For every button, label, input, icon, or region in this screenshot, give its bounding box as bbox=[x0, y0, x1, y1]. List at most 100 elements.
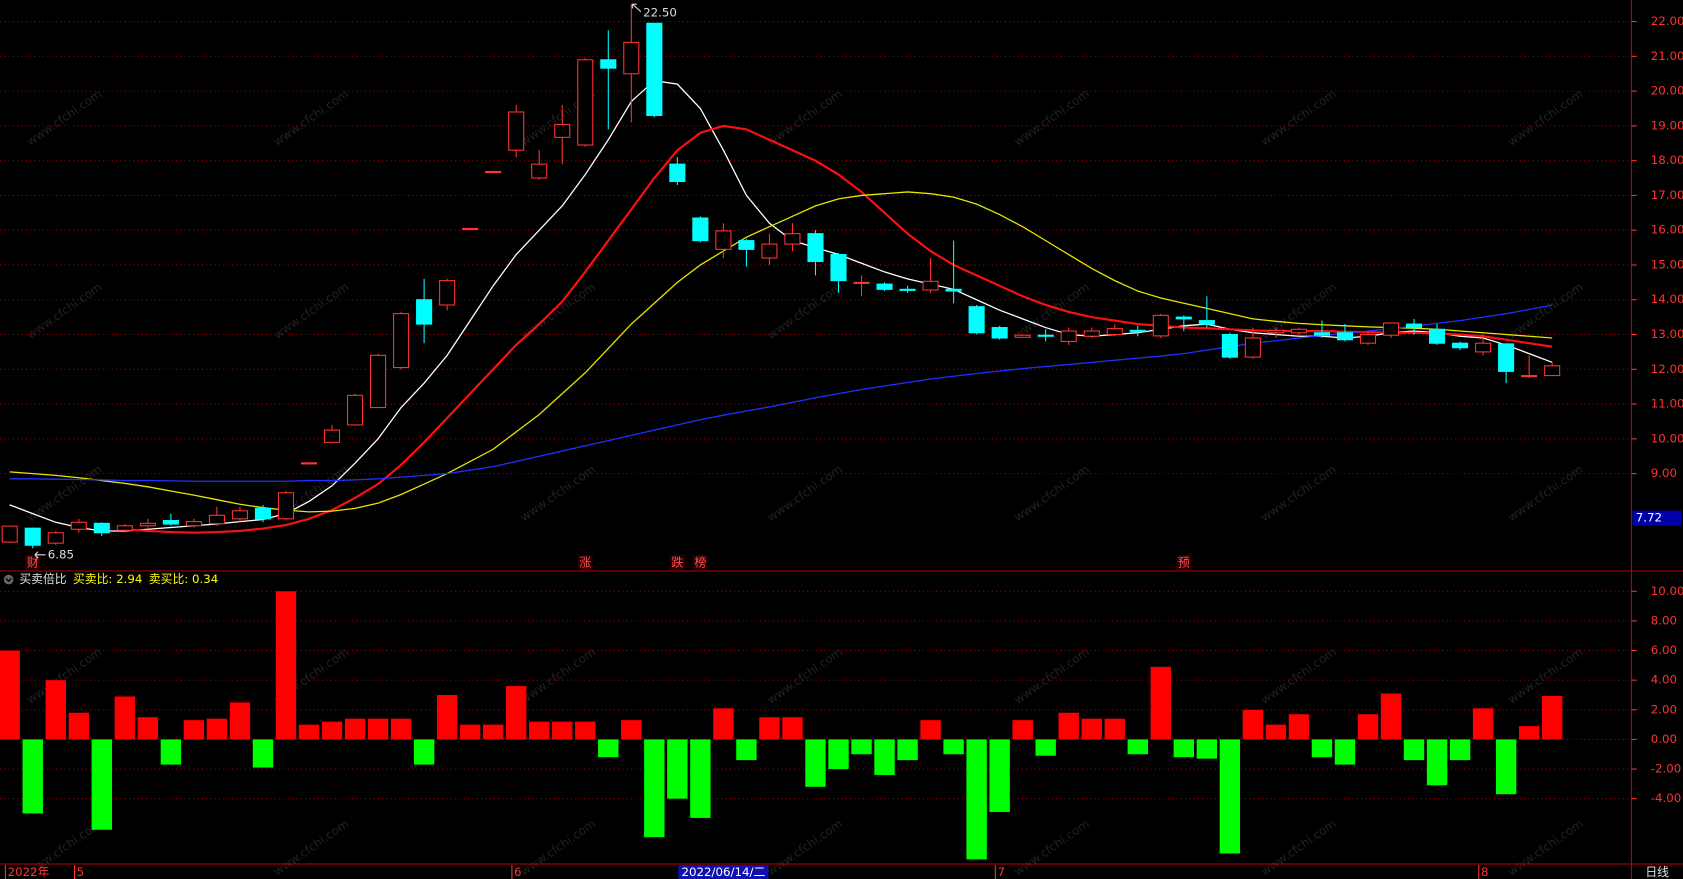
bar bbox=[552, 721, 573, 740]
candle-body bbox=[646, 22, 663, 116]
bar bbox=[690, 739, 711, 818]
bar bbox=[436, 694, 458, 740]
y-tick-label: 18.00 bbox=[1651, 153, 1683, 167]
bar bbox=[966, 739, 987, 860]
watermark: www.cfchi.com bbox=[24, 87, 104, 149]
candle-body bbox=[24, 527, 41, 546]
candle-body bbox=[1405, 323, 1423, 329]
ma-line bbox=[9, 191, 1553, 513]
event-label: 跌 bbox=[671, 555, 683, 569]
candle-body bbox=[968, 306, 985, 334]
watermark: www.cfchi.com bbox=[1011, 87, 1091, 149]
candle-body bbox=[600, 59, 617, 69]
x-tick-label: 8 bbox=[1481, 865, 1489, 879]
candle-body bbox=[623, 41, 640, 75]
bar bbox=[275, 591, 297, 740]
y-tick-label: 16.00 bbox=[1651, 223, 1683, 237]
candle-body bbox=[1129, 329, 1146, 333]
candle-body bbox=[300, 462, 318, 465]
candle-body bbox=[922, 280, 939, 291]
watermark: www.cfchi.com bbox=[271, 280, 351, 342]
y-tick-label: 10.00 bbox=[1651, 584, 1683, 598]
candle-body bbox=[784, 233, 801, 245]
y-tick-label: 6.00 bbox=[1651, 643, 1677, 657]
low-label: 6.85 bbox=[48, 547, 74, 561]
candle-body bbox=[1382, 322, 1400, 336]
bar bbox=[482, 724, 504, 740]
candle-body bbox=[1106, 328, 1123, 336]
bar bbox=[943, 739, 964, 755]
candle-body bbox=[277, 492, 295, 520]
event-box bbox=[577, 554, 593, 570]
event-label: 榜 bbox=[694, 555, 706, 569]
bar bbox=[344, 718, 366, 740]
candle-body bbox=[899, 288, 916, 291]
bar bbox=[1334, 739, 1356, 765]
candle-body bbox=[1221, 333, 1238, 358]
bar bbox=[1518, 726, 1540, 740]
candle-body bbox=[1152, 314, 1169, 337]
y-tick-label: 15.00 bbox=[1651, 257, 1683, 271]
bar bbox=[229, 702, 251, 740]
candle-body bbox=[70, 521, 87, 530]
x-tick-label: 2022年 bbox=[8, 865, 50, 879]
candle-body bbox=[139, 522, 156, 527]
indicator-icon-arrow bbox=[5, 577, 12, 583]
x-tick-label: 5 bbox=[77, 865, 85, 879]
candle-body bbox=[1359, 333, 1377, 344]
y-tick-label: 10.00 bbox=[1651, 431, 1683, 445]
bar bbox=[252, 739, 274, 768]
y-tick-label: 19.00 bbox=[1651, 118, 1683, 132]
indicator-icon[interactable] bbox=[3, 574, 14, 585]
bar bbox=[1403, 739, 1425, 761]
watermark: www.cfchi.com bbox=[1505, 462, 1585, 524]
y-tick-label: 8.00 bbox=[1651, 613, 1677, 627]
event-box bbox=[1176, 554, 1192, 570]
bar bbox=[1380, 693, 1402, 740]
bar bbox=[1288, 714, 1310, 740]
bar bbox=[736, 739, 757, 761]
bar bbox=[1196, 739, 1218, 759]
candle-body bbox=[93, 522, 110, 534]
watermark: www.cfchi.com bbox=[518, 462, 598, 524]
candle-body bbox=[715, 230, 732, 250]
bar bbox=[321, 721, 343, 740]
bar bbox=[390, 718, 412, 740]
y-tick-label: 14.00 bbox=[1651, 292, 1683, 306]
watermark: www.cfchi.com bbox=[764, 87, 844, 149]
bar bbox=[989, 739, 1010, 812]
candle-body bbox=[1475, 342, 1492, 353]
cursor-date-label: 2022/06/14/二 bbox=[682, 865, 766, 879]
candle-body bbox=[185, 521, 202, 527]
watermark: www.cfchi.com bbox=[1505, 816, 1585, 878]
bar bbox=[1541, 695, 1563, 740]
bar bbox=[575, 721, 596, 740]
indicator-stat: 卖买比: 0.34 bbox=[149, 572, 218, 586]
candle-body bbox=[1452, 342, 1469, 349]
y-tick-label: 17.00 bbox=[1651, 188, 1683, 202]
watermark: www.cfchi.com bbox=[1505, 280, 1585, 342]
y-tick-label: 4.00 bbox=[1651, 673, 1677, 687]
bar bbox=[851, 739, 872, 755]
bar bbox=[206, 718, 228, 740]
candle-body bbox=[462, 227, 479, 231]
candle-body bbox=[1060, 330, 1077, 343]
watermark: www.cfchi.com bbox=[271, 816, 351, 878]
candle-body bbox=[876, 283, 893, 290]
candle-body bbox=[669, 163, 686, 183]
bar bbox=[183, 720, 205, 740]
watermark: www.cfchi.com bbox=[764, 645, 844, 707]
candle-body bbox=[1244, 337, 1261, 358]
x-tick-label: 6 bbox=[514, 865, 522, 879]
bar bbox=[598, 739, 619, 758]
bar bbox=[114, 696, 136, 740]
bar bbox=[91, 739, 113, 830]
candle-body bbox=[1, 525, 18, 543]
candle-body bbox=[577, 59, 594, 146]
bar bbox=[667, 739, 688, 799]
bar bbox=[828, 739, 849, 770]
bar bbox=[1150, 666, 1171, 740]
candle-body bbox=[1290, 328, 1307, 334]
candle-body bbox=[830, 254, 847, 282]
